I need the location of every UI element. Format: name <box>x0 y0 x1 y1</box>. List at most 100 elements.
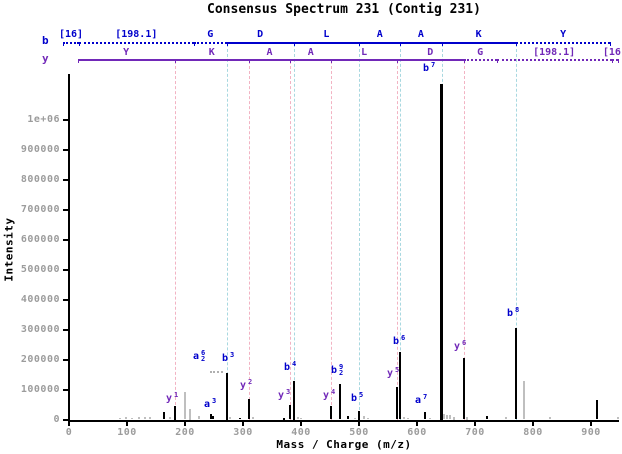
ion-letter: b <box>393 336 400 347</box>
peak <box>406 417 409 420</box>
b-ladder-segment-line <box>78 41 194 44</box>
peak <box>617 416 620 420</box>
b-ladder-tick <box>293 41 295 46</box>
peak-b4 <box>292 380 295 420</box>
x-axis-tick <box>184 421 186 426</box>
y-ladder-tick <box>496 59 498 63</box>
peak <box>124 417 127 420</box>
ion-index: 7 <box>423 393 428 401</box>
peak <box>282 418 285 420</box>
y-axis-tick <box>63 328 68 331</box>
y-ladder-residue-label: D <box>427 47 434 58</box>
y-axis-tick-label: 500000 <box>20 263 60 275</box>
y-axis-tick-label: 900000 <box>20 143 60 155</box>
x-axis-tick-label: 400 <box>291 427 311 438</box>
y-ladder-residue-label: A <box>307 47 314 58</box>
x-axis-tick-label: 900 <box>581 427 601 438</box>
y-ladder-residue-label: A <box>266 47 273 58</box>
x-axis-tick-label: 800 <box>523 427 543 438</box>
y-ladder-tick <box>248 59 250 63</box>
y-axis-tick-label: 300000 <box>20 323 60 335</box>
peak <box>188 409 191 420</box>
peak <box>443 414 446 420</box>
peak <box>449 414 452 420</box>
y-ladder-header: y <box>42 52 49 65</box>
peak-b6 <box>399 352 402 420</box>
y-ladder-segment-line <box>496 59 612 61</box>
peak-y5 <box>395 387 398 420</box>
x-axis-tick <box>300 421 302 426</box>
ion-index: 5 <box>359 391 364 399</box>
y-axis-tick <box>63 208 68 211</box>
peak-y2 <box>247 398 250 420</box>
b-ladder-residue-label: L <box>323 29 330 40</box>
y-ladder-segment-line <box>174 59 249 61</box>
b-ladder-tick <box>400 41 402 46</box>
ion-letter: b <box>222 353 229 364</box>
chart-title: Consensus Spectrum 231 (Contig 231) <box>207 2 481 17</box>
y-axis-tick-label: 0 <box>53 413 60 425</box>
ion-index: 3 <box>230 351 235 359</box>
peak-b9_2 <box>338 383 341 420</box>
b-ladder-segment-line <box>441 41 516 44</box>
y-ladder-residue-label: [16] <box>602 47 622 58</box>
b-ladder-segment-line <box>193 41 227 44</box>
y-axis-tick-label: 600000 <box>20 233 60 245</box>
ion-letter: b <box>507 308 514 319</box>
b-ladder-residue-label: A <box>376 29 383 40</box>
y-axis-tick <box>63 148 68 151</box>
y-axis-tick <box>63 418 68 421</box>
x-axis-tick <box>474 421 476 426</box>
peak <box>523 381 526 420</box>
ion-index: 1 <box>174 391 179 399</box>
b-ladder-tick <box>441 41 443 46</box>
y-ion-guide-line <box>290 60 292 420</box>
y-ion-guide-line <box>248 60 250 420</box>
b-ladder-residue-label: K <box>475 29 482 40</box>
ion-index: 6 <box>462 339 467 347</box>
y-ion-guide-line <box>174 60 176 420</box>
y-axis-tick-label: 800000 <box>20 173 60 185</box>
peak-a3 <box>209 414 212 420</box>
x-axis-line <box>68 419 619 422</box>
peak-b5 <box>358 410 361 420</box>
y-ladder-segment-line <box>248 59 291 61</box>
b-ladder-tick <box>78 41 80 46</box>
peak-a7 <box>424 412 427 420</box>
x-axis-tick <box>68 421 70 426</box>
peak <box>184 392 186 420</box>
ion-index: 3 <box>212 397 217 405</box>
peak <box>162 412 165 420</box>
y-ladder-segment-line <box>396 59 464 61</box>
ion-letter: y <box>166 393 173 404</box>
peak-y3 <box>289 404 292 420</box>
ion-letter: b <box>423 63 430 74</box>
y-ladder-tick <box>611 59 613 63</box>
peak <box>131 417 134 420</box>
b-ion-guide-line <box>515 44 517 420</box>
peak <box>119 417 122 420</box>
b-ladder-header: b <box>42 34 49 47</box>
b-ladder-residue-label: D <box>257 29 264 40</box>
y-ion-guide-line <box>396 60 398 420</box>
b-ladder-tick <box>359 41 361 46</box>
x-axis-tick-label: 0 <box>65 427 73 438</box>
ion-letter: a <box>204 399 211 410</box>
peak-b7 <box>440 83 444 420</box>
peak-y4 <box>330 405 333 420</box>
b-ladder-tick <box>515 41 517 46</box>
peak <box>229 417 232 420</box>
y-ladder-segment-line <box>331 59 397 61</box>
b-ladder-residue-label: G <box>207 29 214 40</box>
b-ion-guide-line <box>293 44 295 420</box>
